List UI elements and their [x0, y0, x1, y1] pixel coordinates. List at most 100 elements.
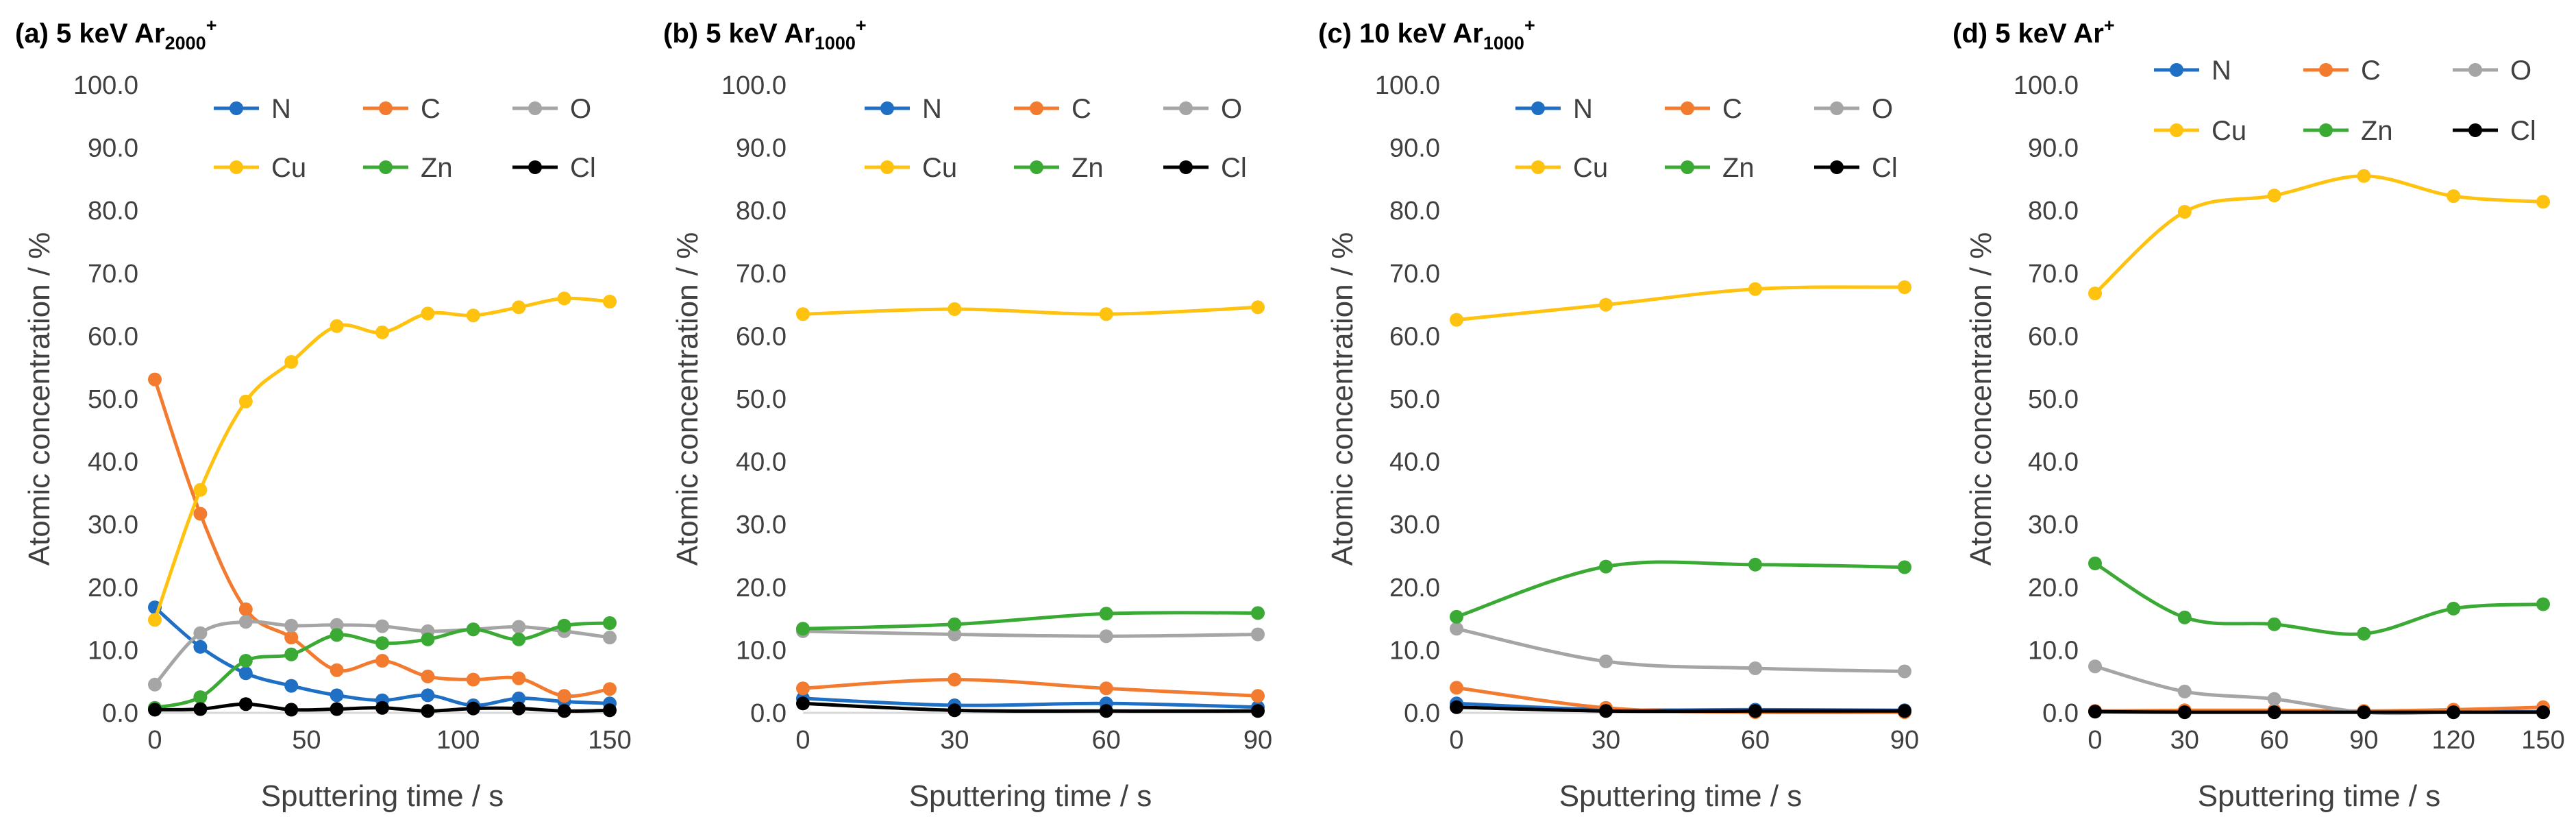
legend-item-O: O: [512, 94, 591, 124]
y-tick-label: 70.0: [1389, 260, 1440, 289]
data-point: [284, 703, 299, 717]
title-subscript: 1000: [815, 33, 856, 53]
series-line: [2094, 664, 2543, 716]
legend-marker: [1531, 101, 1545, 115]
data-point: [2088, 557, 2102, 570]
data-point: [421, 669, 435, 683]
x-tick-label: 30: [2170, 726, 2199, 755]
data-point: [1599, 704, 1613, 718]
data-point: [238, 394, 253, 409]
y-tick-label: 60.0: [1389, 322, 1440, 351]
y-tick-label: 80.0: [2028, 197, 2079, 226]
legend-label: Cl: [570, 153, 596, 183]
y-tick-label: 20.0: [88, 574, 138, 602]
legend-marker: [2468, 63, 2482, 77]
data-point: [512, 671, 526, 685]
data-point: [148, 677, 162, 692]
data-point: [557, 291, 571, 306]
data-point: [375, 325, 389, 339]
data-point: [1251, 627, 1265, 642]
legend-item-C: C: [1665, 94, 1742, 124]
legend-marker: [528, 101, 542, 115]
y-tick-label: 60.0: [88, 322, 138, 351]
data-point: [796, 622, 810, 636]
data-point: [512, 620, 526, 634]
title-main: (c) 10 keV Ar: [1318, 19, 1483, 49]
legend-marker: [379, 101, 393, 115]
chart-panel-2: (b) 5 keV Ar1000+0.010.020.030.040.050.0…: [663, 15, 1272, 813]
y-tick-label: 40.0: [1389, 448, 1440, 477]
series-C: [796, 672, 1265, 703]
y-axis-title: Atomic concentration / %: [1326, 232, 1359, 566]
series-line: [1456, 705, 1905, 714]
data-point: [375, 636, 389, 650]
y-tick-label: 100.0: [73, 71, 138, 100]
legend-marker: [880, 160, 894, 174]
legend-marker: [2319, 63, 2333, 77]
legend-label: O: [570, 94, 591, 124]
y-tick-label: 100.0: [2014, 71, 2079, 100]
legend-item-N: N: [2154, 56, 2231, 86]
data-point: [148, 613, 162, 627]
series-Zn: [2088, 557, 2550, 641]
y-tick-label: 90.0: [736, 134, 787, 163]
legend-label: C: [2361, 56, 2381, 86]
legend-item-Cu: Cu: [1515, 153, 1608, 183]
data-point: [603, 631, 617, 645]
y-tick-label: 30.0: [2028, 511, 2079, 539]
y-tick-label: 40.0: [2028, 448, 2079, 477]
y-tick-label: 80.0: [1389, 197, 1440, 226]
series-Cu: [1450, 280, 1911, 327]
data-point: [1450, 681, 1463, 695]
legend-item-Zn: Zn: [1665, 153, 1755, 183]
data-point: [375, 701, 389, 715]
data-point: [421, 688, 435, 703]
x-axis-title: Sputtering time / s: [261, 779, 504, 813]
data-point: [466, 622, 480, 637]
legend-marker: [2319, 123, 2333, 137]
legend-label: C: [1072, 94, 1091, 124]
legend-label: N: [1573, 94, 1593, 124]
data-point: [512, 701, 526, 716]
data-point: [1748, 282, 1762, 296]
legend-item-O: O: [2453, 56, 2531, 86]
y-tick-label: 50.0: [736, 385, 787, 414]
y-tick-label: 0.0: [2042, 699, 2079, 728]
data-point: [1099, 307, 1113, 321]
y-tick-label: 100.0: [721, 71, 787, 100]
data-point: [193, 507, 208, 521]
legend-marker: [2170, 123, 2183, 137]
legend-label: N: [922, 94, 942, 124]
legend-marker: [1681, 160, 1694, 174]
data-point: [2267, 617, 2281, 631]
data-point: [284, 631, 299, 645]
legend-label: Zn: [2361, 116, 2393, 146]
legend-marker: [1830, 160, 1844, 174]
data-point: [193, 626, 208, 640]
data-point: [1748, 661, 1762, 675]
legend-item-Zn: Zn: [363, 153, 453, 183]
legend-marker: [230, 160, 243, 174]
data-point: [421, 632, 435, 646]
data-point: [1748, 704, 1762, 718]
series-C: [2088, 700, 2550, 718]
legend-item-C: C: [363, 94, 441, 124]
y-tick-label: 40.0: [88, 448, 138, 477]
series-Cu: [148, 291, 617, 627]
legend-label: Cu: [271, 153, 306, 183]
series-O: [148, 615, 617, 692]
data-point: [148, 703, 162, 717]
data-point: [1099, 704, 1113, 718]
x-tick-label: 30: [1592, 726, 1620, 755]
data-point: [796, 696, 810, 711]
legend-item-N: N: [1515, 94, 1593, 124]
x-tick-label: 0: [795, 726, 810, 755]
legend-marker: [1179, 101, 1193, 115]
title-subscript: 1000: [1483, 33, 1524, 53]
data-point: [1748, 557, 1762, 572]
series-line: [2094, 174, 2544, 295]
x-tick-label: 90: [1890, 726, 1919, 755]
data-point: [1099, 629, 1113, 644]
legend-label: Cl: [1872, 153, 1898, 183]
legend-marker: [1681, 101, 1694, 115]
